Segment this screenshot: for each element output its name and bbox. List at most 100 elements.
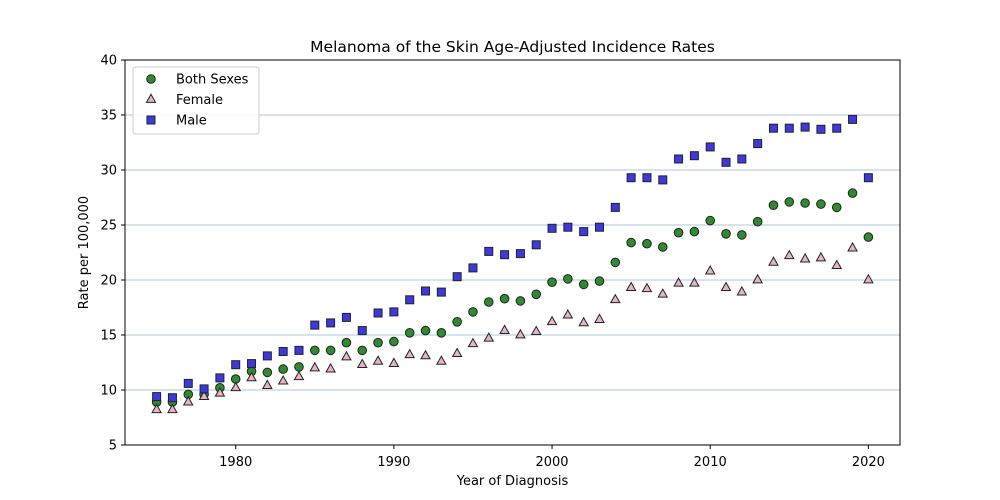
- data-point-square: [310, 320, 320, 330]
- legend-label: Both Sexes: [176, 73, 249, 88]
- data-point-triangle: [451, 347, 463, 358]
- data-point-triangle: [277, 374, 289, 385]
- data-point-square: [247, 359, 257, 369]
- data-point-triangle: [831, 259, 843, 270]
- data-point-circle: [452, 317, 462, 327]
- data-point-circle: [626, 237, 636, 248]
- x-tick-label: 2020: [852, 455, 885, 470]
- data-point-square: [183, 378, 193, 388]
- data-point-square: [832, 123, 842, 133]
- data-point-square: [199, 384, 209, 394]
- data-point-triangle: [515, 328, 526, 339]
- data-point-circle: [752, 216, 763, 227]
- data-point-circle: [831, 202, 842, 213]
- data-point-circle: [689, 226, 700, 237]
- data-point-square: [167, 393, 177, 403]
- data-point-square: [405, 295, 415, 305]
- y-tick-label: 35: [100, 109, 117, 124]
- data-point-square: [357, 326, 367, 336]
- data-point-square: [848, 114, 858, 124]
- data-point-triangle: [214, 387, 226, 397]
- data-point-circle: [547, 277, 557, 288]
- data-point-square: [721, 157, 731, 167]
- legend-label: Female: [176, 93, 223, 108]
- data-point-triangle: [783, 249, 795, 260]
- axis-ticks: 5 10 15 20 25 30 35 40 1980 1990 2000 2010 2020: [100, 54, 884, 471]
- data-point-triangle: [167, 403, 178, 414]
- data-point-square: [452, 272, 462, 282]
- data-point-triangle: [562, 308, 574, 319]
- data-point-circle: [531, 289, 542, 300]
- data-point-square: [215, 373, 225, 383]
- data-point-circle: [436, 328, 447, 338]
- data-point-square: [579, 227, 589, 237]
- data-point-triangle: [815, 251, 827, 262]
- data-point-square: [642, 173, 652, 183]
- legend-marker-triangle: [145, 93, 157, 103]
- data-point-triangle: [325, 362, 336, 373]
- data-point-triangle: [546, 315, 558, 326]
- data-point-square: [753, 139, 763, 149]
- y-tick-label: 25: [100, 219, 117, 234]
- data-point-triangle: [341, 350, 352, 361]
- y-axis-label: Rate per 100,000: [77, 196, 92, 309]
- data-point-circle: [784, 197, 795, 207]
- data-point-circle: [373, 337, 383, 348]
- data-point-square: [500, 250, 510, 260]
- data-point-square: [705, 142, 715, 152]
- data-point-square: [800, 122, 810, 132]
- data-point-triangle: [768, 256, 779, 266]
- data-point-circle: [642, 238, 652, 249]
- data-point-square: [816, 124, 826, 134]
- data-point-triangle: [625, 281, 637, 292]
- data-point-circle: [721, 229, 731, 239]
- chart-title: Melanoma of the Skin Age-Adjusted Incide…: [310, 38, 715, 56]
- data-point-circle: [847, 188, 858, 198]
- legend-marker-circle: [146, 74, 156, 84]
- x-tick-label: 2000: [535, 455, 568, 470]
- data-point-triangle: [641, 282, 653, 293]
- data-point-triangle: [293, 370, 305, 381]
- data-point-circle: [800, 198, 810, 208]
- data-point-square: [737, 154, 747, 164]
- data-point-triangle: [372, 355, 384, 365]
- data-point-square: [152, 392, 162, 402]
- data-point-square: [563, 222, 573, 232]
- data-point-square: [262, 351, 272, 361]
- x-tick-label: 1980: [219, 455, 252, 470]
- data-point-square: [531, 240, 541, 250]
- data-point-circle: [863, 232, 874, 242]
- series-female: [151, 241, 874, 414]
- data-point-circle: [262, 367, 273, 378]
- x-tick-label: 1990: [377, 455, 410, 470]
- data-point-circle: [563, 274, 573, 284]
- legend: Both Sexes Female Male: [132, 66, 260, 135]
- data-point-triangle: [594, 313, 605, 323]
- data-point-circle: [768, 200, 779, 210]
- data-point-square: [689, 151, 699, 161]
- data-point-square: [341, 312, 351, 322]
- data-point-triangle: [151, 403, 163, 414]
- data-point-circle: [673, 227, 684, 238]
- data-points: [151, 114, 874, 414]
- data-point-square: [421, 286, 431, 296]
- data-point-triangle: [309, 361, 321, 372]
- data-point-triangle: [435, 355, 447, 365]
- data-point-square: [484, 246, 494, 256]
- data-point-circle: [420, 325, 431, 336]
- plot-area-frame: [124, 59, 901, 446]
- data-point-triangle: [578, 316, 590, 327]
- y-tick-label: 15: [100, 329, 117, 344]
- legend-label: Male: [176, 114, 207, 129]
- legend-box: [132, 66, 260, 135]
- data-point-triangle: [230, 381, 242, 392]
- data-point-triangle: [752, 273, 764, 284]
- y-tick-label: 20: [100, 274, 117, 289]
- data-point-circle: [404, 328, 415, 338]
- data-point-circle: [389, 336, 399, 347]
- data-point-triangle: [720, 281, 732, 292]
- data-point-square: [294, 345, 304, 355]
- data-point-square: [594, 222, 604, 232]
- data-point-triangle: [499, 324, 510, 334]
